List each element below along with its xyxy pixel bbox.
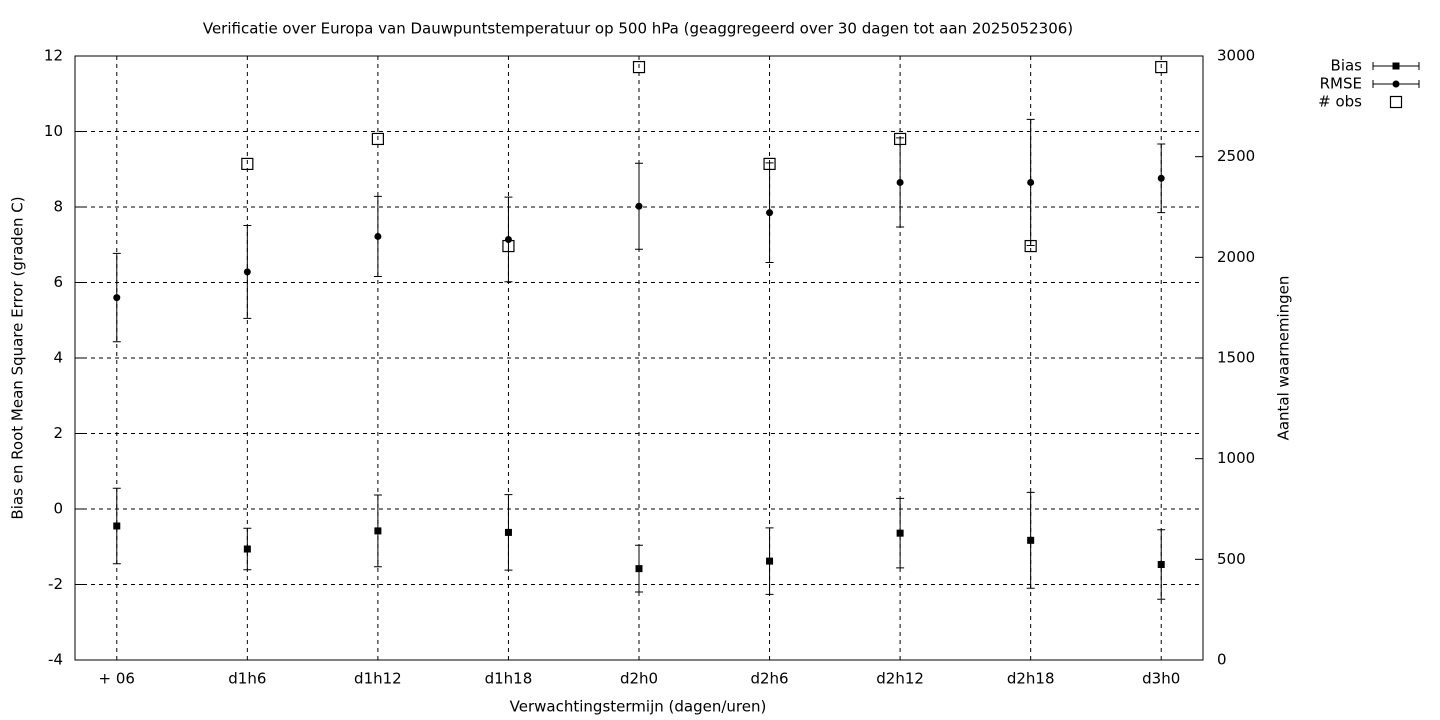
x-tick-label: d3h0 bbox=[1142, 670, 1180, 688]
point bbox=[896, 529, 904, 537]
point bbox=[635, 202, 643, 210]
point bbox=[635, 565, 643, 573]
y2-tick-label: 1000 bbox=[1217, 449, 1255, 467]
y2-tick-label: 500 bbox=[1217, 550, 1246, 568]
legend-label: RMSE bbox=[1320, 75, 1362, 93]
point bbox=[1157, 174, 1165, 182]
y-tick-label: 4 bbox=[53, 349, 63, 367]
point bbox=[1027, 536, 1035, 544]
y-tick-label: -4 bbox=[48, 651, 63, 669]
legend-label: Bias bbox=[1331, 57, 1363, 75]
point bbox=[766, 557, 774, 565]
legend-marker bbox=[1389, 95, 1403, 109]
point bbox=[894, 132, 907, 146]
point bbox=[241, 157, 254, 171]
point bbox=[1027, 178, 1035, 186]
y2-axis-label: Aantal waarnemingen bbox=[1275, 276, 1293, 441]
point bbox=[374, 232, 382, 240]
point bbox=[1024, 239, 1037, 253]
y-tick-label: 0 bbox=[53, 500, 63, 518]
y2-tick-label: 0 bbox=[1217, 651, 1227, 669]
point bbox=[374, 527, 382, 535]
y-tick-label: 12 bbox=[44, 47, 63, 65]
x-tick-label: d2h0 bbox=[620, 670, 658, 688]
point bbox=[632, 60, 646, 74]
point bbox=[113, 522, 121, 530]
point bbox=[504, 235, 512, 243]
point bbox=[371, 132, 384, 146]
y-tick-label: 6 bbox=[53, 273, 63, 291]
x-tick-label: d2h6 bbox=[750, 670, 788, 688]
point bbox=[896, 178, 904, 186]
point bbox=[504, 528, 512, 536]
y-tick-label: 8 bbox=[53, 198, 63, 216]
x-tick-label: d1h12 bbox=[354, 670, 402, 688]
point bbox=[766, 209, 774, 217]
x-tick-label: + 06 bbox=[99, 670, 135, 688]
y2-tick-label: 2000 bbox=[1217, 248, 1255, 266]
point bbox=[763, 157, 776, 171]
y-tick-label: 10 bbox=[44, 122, 63, 140]
point bbox=[243, 268, 251, 276]
y2-tick-label: 3000 bbox=[1217, 47, 1255, 65]
x-tick-label: d1h6 bbox=[228, 670, 266, 688]
legend-label: # obs bbox=[1318, 93, 1362, 111]
point bbox=[113, 294, 121, 302]
legend-marker bbox=[1392, 80, 1400, 88]
y-tick-label: 2 bbox=[53, 424, 63, 442]
x-tick-label: d2h12 bbox=[876, 670, 924, 688]
legend-marker bbox=[1392, 62, 1400, 70]
y-tick-label: -2 bbox=[48, 575, 63, 593]
point bbox=[243, 545, 251, 553]
x-axis-label: Verwachtingstermijn (dagen/uren) bbox=[510, 698, 767, 716]
x-tick-label: d2h18 bbox=[1007, 670, 1055, 688]
y2-tick-label: 1500 bbox=[1217, 349, 1255, 367]
point bbox=[1157, 560, 1165, 568]
point bbox=[1155, 60, 1168, 74]
x-tick-label: d1h18 bbox=[485, 670, 533, 688]
chart-title: Verificatie over Europa van Dauwpuntstem… bbox=[203, 20, 1073, 38]
point bbox=[502, 239, 515, 253]
y-axis-label: Bias en Root Mean Square Error (graden C… bbox=[9, 196, 27, 519]
y2-tick-label: 2500 bbox=[1217, 147, 1255, 165]
